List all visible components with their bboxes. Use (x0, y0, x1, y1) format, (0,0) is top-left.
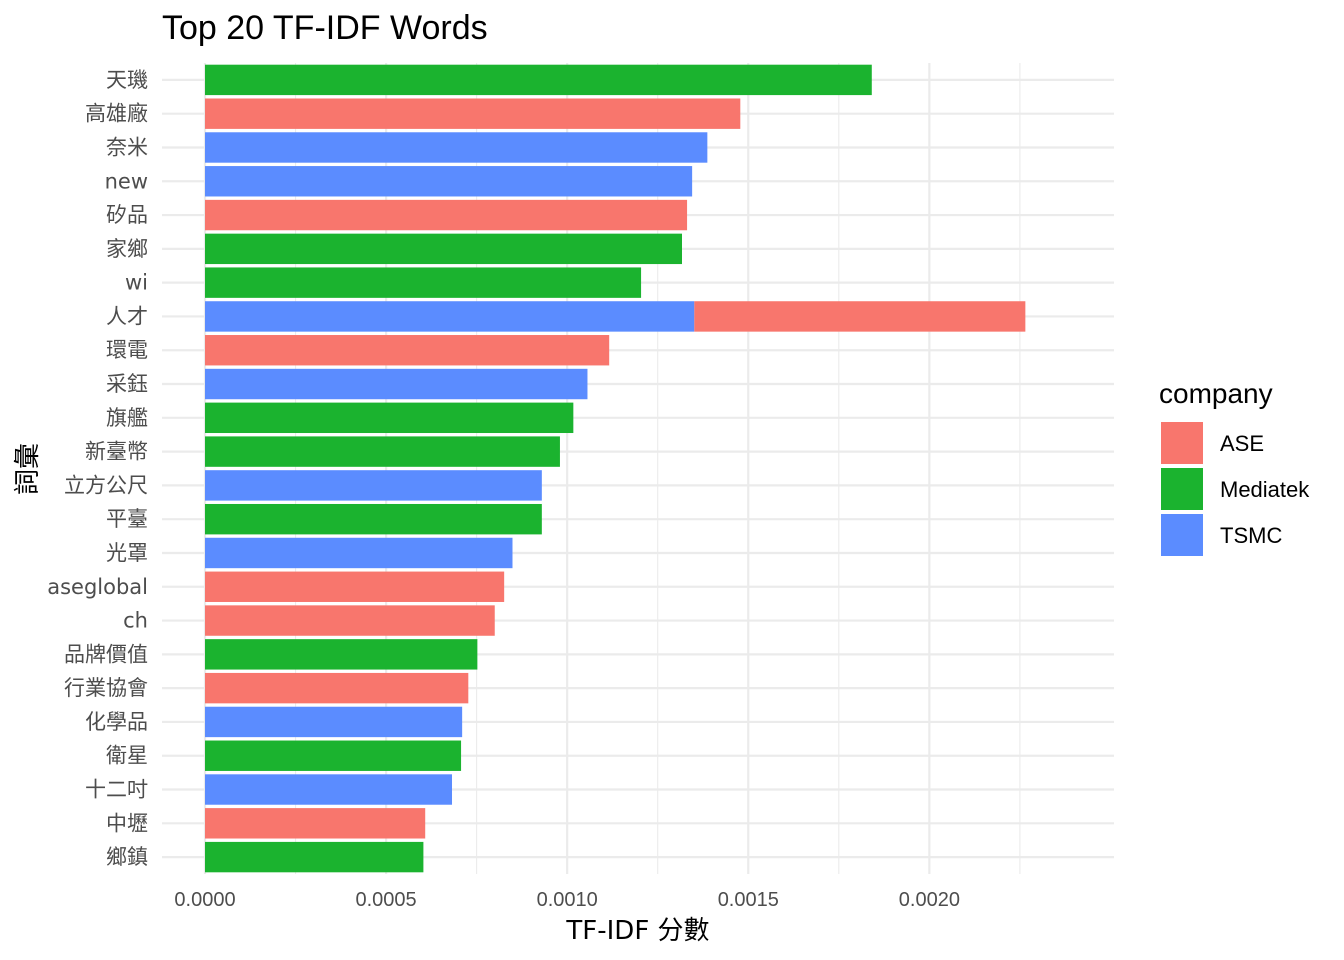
x-tick-label: 0.0005 (356, 889, 417, 911)
y-tick-label: 奈米 (106, 135, 148, 159)
bar-mediatek-13 (205, 503, 542, 535)
bar-ase-16 (205, 605, 495, 636)
y-tick-label: ch (123, 609, 148, 633)
bar-tsmc-12 (205, 470, 542, 501)
bar-ase-22 (205, 808, 426, 839)
bar-ase-4 (205, 199, 688, 231)
legend-swatch-tsmc (1161, 514, 1203, 556)
y-tick-label: 矽品 (106, 203, 148, 227)
y-tick-label: 人才 (106, 304, 148, 328)
y-axis-title: 詞彙 (13, 443, 43, 495)
bar-tsmc-9 (205, 368, 588, 400)
y-tick-label: 高雄廠 (85, 102, 148, 126)
x-tick-label: 0.0015 (718, 889, 779, 911)
legend-label-mediatek: Mediatek (1220, 477, 1310, 502)
bar-mediatek-11 (205, 436, 560, 467)
bar-ase-15 (205, 571, 505, 602)
chart-title: Top 20 TF-IDF Words (162, 9, 488, 47)
y-tick-label: 家鄉 (106, 237, 148, 261)
x-tick-labels: 0.0000 0.0005 0.0010 0.0015 0.0020 (174, 889, 960, 911)
x-tick-label: 0.0010 (537, 889, 598, 911)
bar-tsmc-7 (205, 301, 695, 332)
bar-mediatek-0 (205, 64, 872, 96)
bar-ase-18 (205, 672, 469, 704)
bar-ase-8 (205, 335, 610, 366)
bar-tsmc-14 (205, 537, 513, 569)
y-tick-label: 十二吋 (85, 778, 148, 802)
bar-mediatek-17 (205, 639, 478, 670)
y-tick-label: 旗艦 (106, 406, 148, 430)
bars (205, 64, 1026, 873)
y-tick-label: 平臺 (106, 507, 148, 531)
bar-ase-1 (205, 98, 741, 129)
y-tick-label: new (105, 169, 148, 193)
y-tick-label: 化學品 (85, 710, 148, 734)
legend-title: company (1159, 378, 1273, 409)
bar-mediatek-23 (205, 841, 424, 873)
x-tick-label: 0.0020 (899, 889, 960, 911)
bar-mediatek-20 (205, 740, 462, 771)
legend-swatch-mediatek (1161, 468, 1203, 510)
bar-ase-7 (694, 301, 1026, 332)
y-tick-label: aseglobal (47, 575, 148, 599)
x-axis-title: TF-IDF 分數 (565, 916, 709, 946)
bar-tsmc-19 (205, 706, 463, 738)
y-tick-label: wi (125, 271, 148, 295)
y-tick-label: 品牌價值 (64, 642, 148, 666)
bar-mediatek-6 (205, 267, 642, 298)
y-tick-label: 環電 (106, 338, 148, 362)
bar-tsmc-3 (205, 166, 693, 197)
legend: company ASE Mediatek TSMC (1159, 378, 1310, 556)
y-tick-label: 天璣 (106, 68, 148, 92)
legend-label-ase: ASE (1220, 431, 1264, 456)
x-tick-label: 0.0000 (174, 889, 235, 911)
y-tick-label: 行業協會 (64, 676, 148, 700)
y-tick-label: 采鈺 (106, 372, 148, 396)
bar-tsmc-2 (205, 132, 708, 163)
bar-tsmc-21 (205, 774, 453, 805)
legend-label-tsmc: TSMC (1220, 523, 1282, 548)
y-tick-label: 新臺幣 (85, 440, 148, 464)
y-tick-label: 立方公尺 (64, 473, 148, 497)
y-tick-label: 鄉鎮 (106, 845, 148, 869)
bar-mediatek-5 (205, 233, 682, 265)
legend-swatch-ase (1161, 422, 1203, 464)
y-tick-label: 中壢 (106, 811, 148, 835)
y-tick-label: 光罩 (106, 541, 148, 565)
bar-mediatek-10 (205, 402, 574, 434)
y-tick-label: 衛星 (106, 744, 148, 768)
